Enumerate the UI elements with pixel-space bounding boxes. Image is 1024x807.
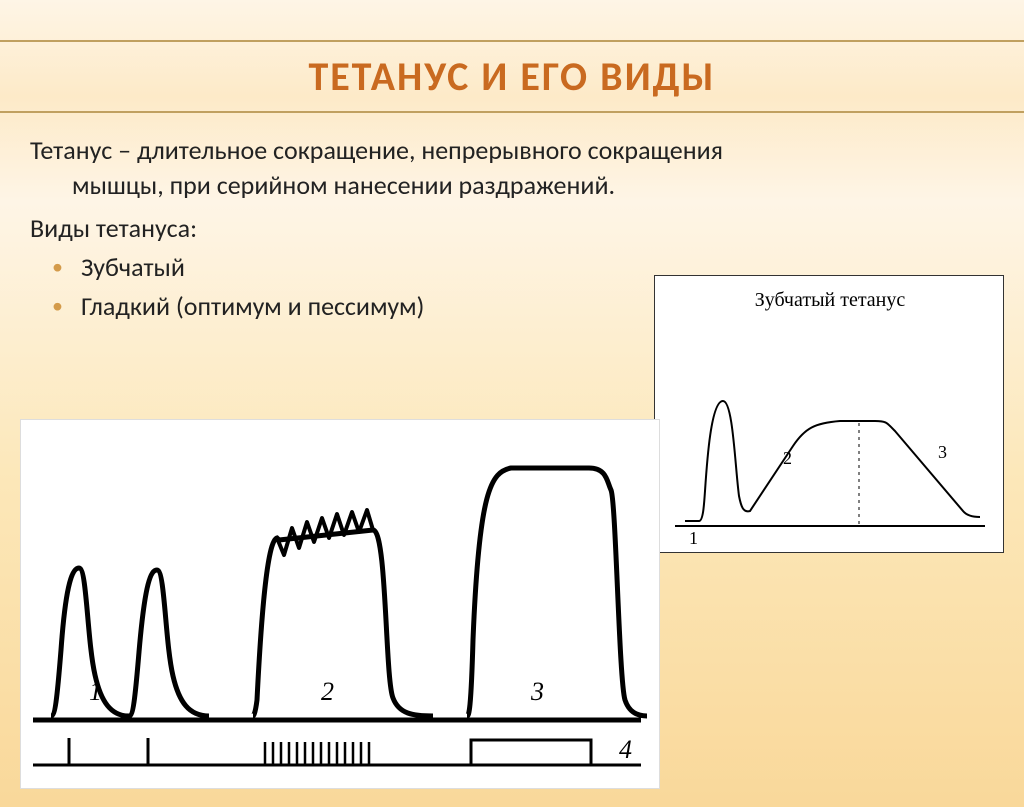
serrated-teeth bbox=[277, 510, 373, 555]
stim-block bbox=[471, 740, 591, 765]
stim-burst bbox=[265, 742, 369, 765]
right-curve bbox=[685, 401, 980, 521]
right-chart-panel: Зубчатый тетанус 1 2 3 bbox=[654, 275, 1004, 553]
right-label-1: 1 bbox=[689, 528, 698, 548]
left-label-3: 3 bbox=[530, 677, 544, 706]
definition: Тетанус – длительное сокращение, непреры… bbox=[30, 133, 994, 203]
smooth-tetanus bbox=[467, 468, 647, 716]
contraction-types-chart: 1 2 3 4 bbox=[21, 420, 661, 790]
types-heading: Виды тетануса: bbox=[30, 211, 994, 246]
left-label-2: 2 bbox=[321, 677, 334, 706]
right-label-3: 3 bbox=[938, 442, 947, 462]
twitch-2 bbox=[129, 570, 209, 716]
definition-line1: Тетанус – длительное сокращение, непреры… bbox=[30, 134, 723, 166]
page-title: ТЕТАНУС И ЕГО ВИДЫ bbox=[0, 52, 1024, 101]
serrated-tetanus-chart: Зубчатый тетанус 1 2 3 bbox=[655, 276, 1005, 554]
definition-line2: мышцы, при серийном нанесении раздражени… bbox=[30, 168, 994, 203]
right-label-2: 2 bbox=[783, 448, 792, 468]
title-bar: ТЕТАНУС И ЕГО ВИДЫ bbox=[0, 40, 1024, 113]
serrated-rise bbox=[253, 530, 433, 716]
left-chart-panel: 1 2 3 4 bbox=[20, 419, 660, 789]
left-label-4: 4 bbox=[619, 735, 632, 764]
left-label-1: 1 bbox=[89, 677, 102, 706]
right-chart-title: Зубчатый тетанус bbox=[755, 289, 906, 311]
